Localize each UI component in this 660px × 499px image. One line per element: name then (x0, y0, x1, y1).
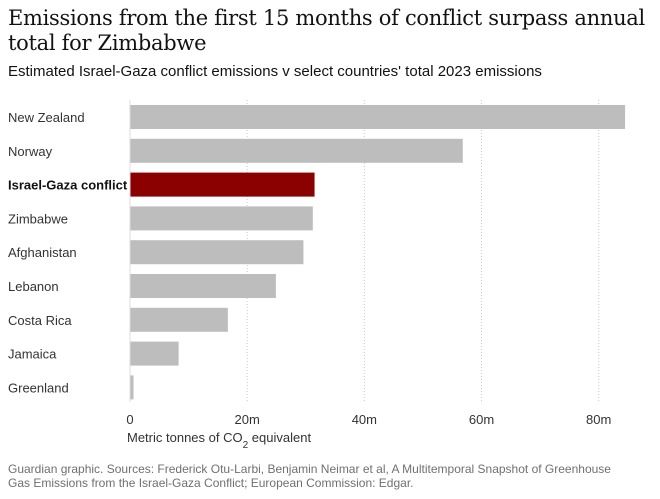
tick-label: 0 (126, 412, 133, 427)
bar-chart: New Zealand Norway Israel-Gaza conflict Zim… (8, 100, 626, 451)
chart-subtitle: Estimated Israel-Gaza conflict emissions… (8, 63, 542, 80)
tick-label: 80m (586, 412, 611, 427)
bar (130, 307, 228, 332)
category-label: Costa Rica (8, 313, 72, 328)
category-label: Afghanistan (8, 245, 77, 260)
bar (130, 172, 315, 197)
bar (130, 341, 179, 366)
category-label: Jamaica (8, 347, 57, 362)
bar (130, 240, 304, 265)
source-note: Guardian graphic. Sources: Frederick Otu… (8, 462, 648, 490)
bar (130, 105, 626, 129)
chart-title: Emissions from the first 15 months of co… (8, 6, 645, 55)
source-line-1: Guardian graphic. Sources: Frederick Otu… (8, 462, 611, 476)
bar (130, 138, 463, 163)
bar (130, 375, 134, 400)
category-label: Norway (8, 144, 53, 159)
category-label: Israel-Gaza conflict (8, 178, 128, 193)
category-label: Zimbabwe (8, 211, 68, 226)
x-axis-title: Metric tonnes of CO2 equivalent (127, 430, 311, 451)
category-label: New Zealand (8, 110, 85, 125)
tick-label: 40m (352, 412, 377, 427)
category-label: Greenland (8, 380, 69, 395)
category-label: Lebanon (8, 279, 59, 294)
bar (130, 274, 276, 298)
bar (130, 206, 313, 231)
tick-label: 60m (469, 412, 494, 427)
tick-label: 20m (235, 412, 260, 427)
source-line-2: Gas Emissions from the Israel-Gaza Confl… (8, 476, 414, 490)
